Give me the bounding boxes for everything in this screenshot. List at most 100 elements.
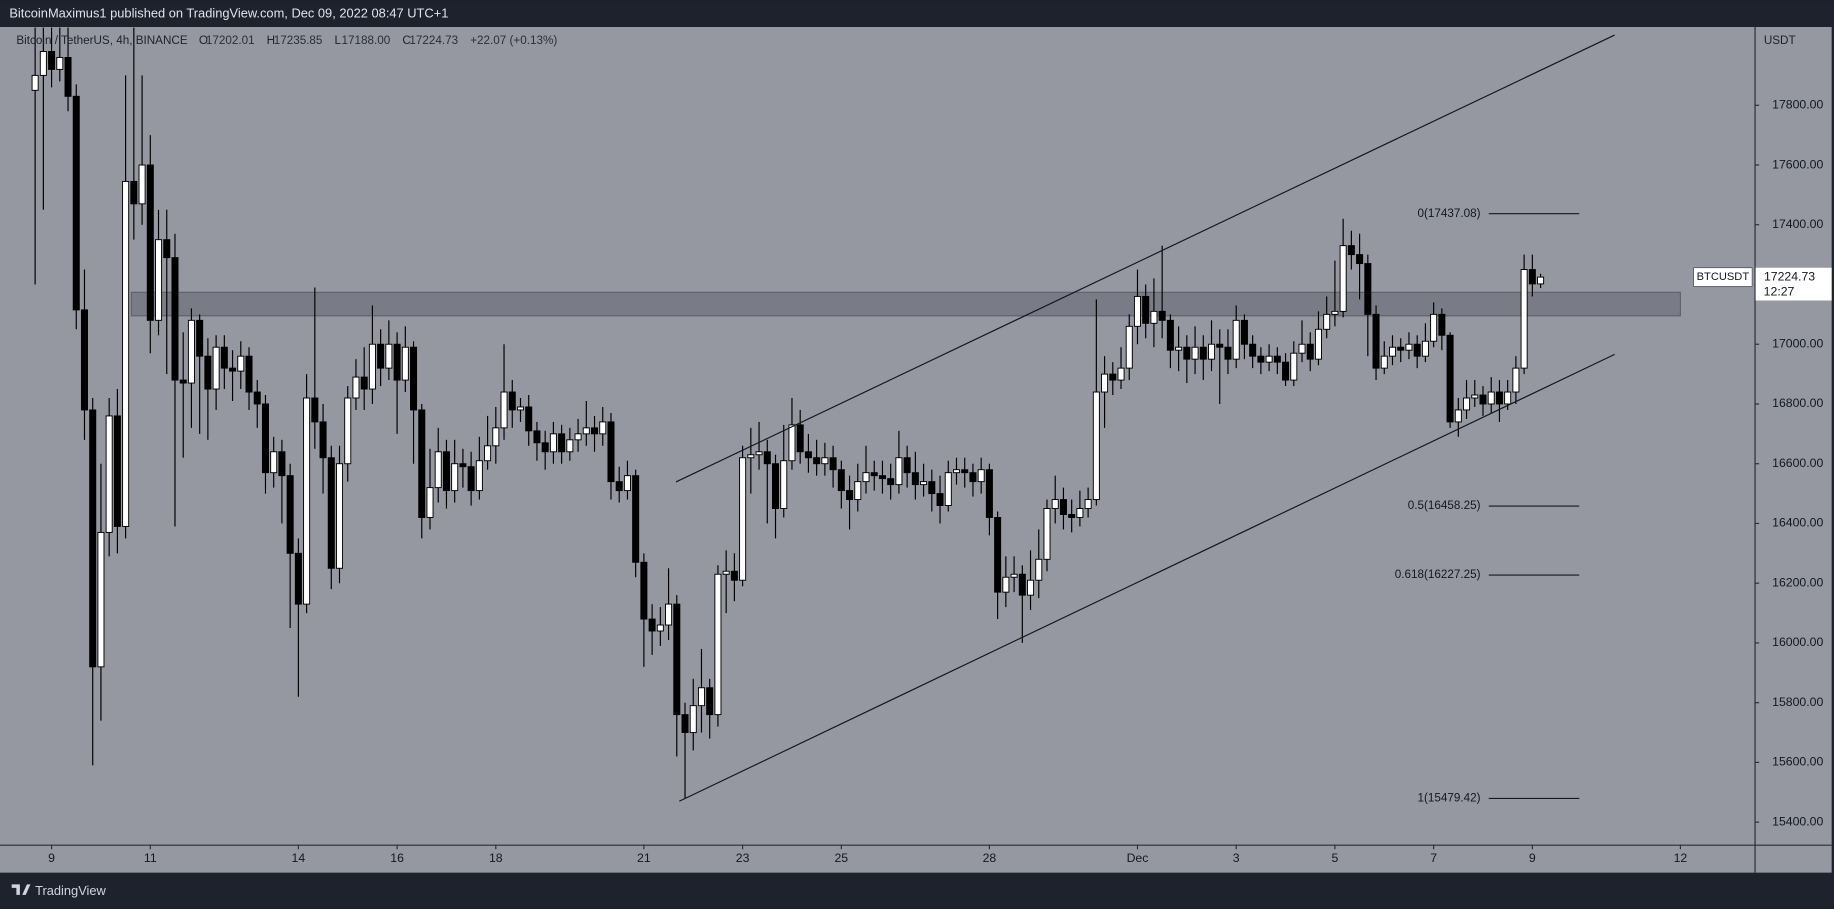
channel-line [675,34,1615,483]
candle-body [163,239,171,259]
candle-body [253,391,261,405]
candle-body [623,475,631,492]
candle-body [1133,295,1141,327]
candle-body [895,457,903,486]
candle-body [714,573,722,716]
candle-body [418,409,426,518]
candle-body [747,454,755,459]
candle-body [788,424,796,462]
candle-body [673,603,681,716]
candle-body [442,451,450,492]
candle-body [385,343,393,369]
y-tick-label: 17000.00 [1772,336,1823,350]
y-tick-label: 16000.00 [1772,635,1823,649]
candle-body [1528,269,1536,285]
candle-body [1232,319,1240,360]
candle-body [1068,514,1076,518]
candle-body [640,561,648,620]
candle-body [1430,313,1438,342]
candle-body [508,391,516,411]
candle-body [615,481,623,492]
fib-level-label: 0.618(16227.25) [1395,568,1481,581]
candle-body [360,376,368,390]
candle-body [829,457,837,471]
x-tick-label: 12 [1674,851,1688,865]
candle-body [862,472,870,483]
candle-body [549,433,557,453]
fib-level-label: 1(15479.42) [1418,792,1481,805]
candle-body [533,430,541,444]
candle-body [39,51,47,76]
x-tick-label: 3 [1233,851,1240,865]
candle-body [97,531,105,668]
x-tick-label: 25 [834,851,848,865]
candle-body [813,457,821,465]
candle-body [1479,394,1487,405]
candle-body [130,180,138,205]
candle-body [1240,319,1248,345]
footer-text: TradingView [35,883,106,898]
candle-body [484,445,492,462]
legend-value: 17235.85 [274,34,323,47]
candle-body [780,460,788,509]
candle-body [72,95,80,311]
legend-key: L [335,34,342,47]
y-tick-label: 16400.00 [1772,516,1823,530]
candle-body [393,343,401,381]
axes: 15400.00 15600.00 15800.00 16000.00 16200.00… [48,98,1823,865]
y-tick-label: 17400.00 [1772,217,1823,231]
candle-body [1035,558,1043,581]
candle-body [311,397,319,423]
candle-body [1199,346,1207,360]
candle-body [772,463,780,509]
y-tick-label: 15400.00 [1772,814,1823,828]
y-tick-label: 15800.00 [1772,695,1823,709]
x-tick-label: 9 [48,851,55,865]
y-tick-label: 15600.00 [1772,755,1823,769]
candle-body [961,469,969,474]
candle-body [1380,355,1388,369]
candle-body [1125,325,1133,369]
candle-body [796,424,804,453]
candle-body [525,406,533,432]
fib-level-label: 0(17437.08) [1418,207,1481,220]
candle-body [1471,394,1479,399]
x-tick-label: 21 [637,851,651,865]
candle-body [1092,391,1100,501]
candle-body [870,472,878,477]
candle-body [237,355,245,372]
candle-body [335,463,344,569]
candle-body [558,433,566,453]
channel-line [679,353,1615,802]
candle-body [410,346,418,411]
candle-body [952,469,961,474]
price-tag-bg [1755,267,1832,301]
candle-body [1002,576,1010,593]
candle-body [574,433,582,441]
symbol-title: Bitcoin / TetherUS, 4h, BINANCE [16,34,187,47]
candle-body [1438,313,1446,336]
candle-body [434,451,442,489]
candle-body [1331,310,1339,315]
legend-value: 17224.73 [409,34,458,47]
candle-body [1273,355,1281,363]
candle-body [1010,573,1018,578]
candle-body [146,164,154,321]
candle-body [138,164,146,205]
candle-body [706,687,714,716]
candle-body [1347,245,1355,256]
candle-body [261,403,269,474]
candle-body [1216,343,1224,348]
candle-body [1520,269,1528,369]
candle-body [1364,263,1372,315]
x-tick-label: 16 [390,851,404,865]
candle-body [920,481,928,486]
candle-body [467,466,475,492]
candle-body [319,421,327,459]
candle-body [665,603,673,626]
candle-body [969,472,977,483]
x-tick-label: 9 [1529,851,1536,865]
